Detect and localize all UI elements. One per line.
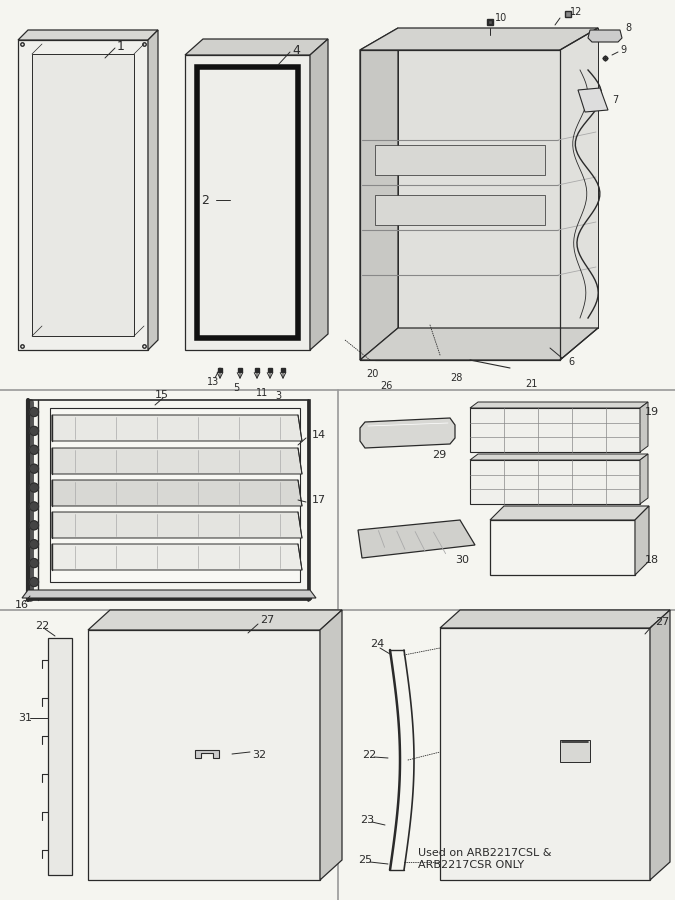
Circle shape [30, 502, 38, 511]
Text: 16: 16 [15, 600, 29, 610]
Polygon shape [470, 402, 648, 408]
Polygon shape [360, 28, 398, 360]
Text: 26: 26 [380, 381, 392, 391]
Text: 15: 15 [155, 390, 169, 400]
Polygon shape [360, 418, 455, 448]
Text: 27: 27 [655, 617, 669, 627]
Polygon shape [578, 88, 608, 112]
Polygon shape [640, 402, 648, 452]
Text: 5: 5 [233, 383, 239, 393]
Text: 13: 13 [207, 377, 219, 387]
Polygon shape [490, 506, 649, 520]
Circle shape [30, 578, 38, 587]
Polygon shape [470, 454, 648, 460]
Text: 21: 21 [525, 379, 537, 389]
Text: 1: 1 [117, 40, 125, 52]
Polygon shape [440, 610, 670, 628]
Polygon shape [52, 415, 302, 441]
Polygon shape [320, 610, 342, 880]
Circle shape [30, 483, 38, 492]
Polygon shape [185, 39, 328, 55]
Text: 22: 22 [362, 750, 376, 760]
Text: Used on ARB2217CSL &
ARB2217CSR ONLY: Used on ARB2217CSL & ARB2217CSR ONLY [418, 848, 551, 869]
Text: 11: 11 [256, 388, 268, 398]
Polygon shape [48, 638, 72, 875]
Text: 24: 24 [370, 639, 384, 649]
Polygon shape [32, 54, 134, 336]
Circle shape [30, 521, 38, 530]
Polygon shape [650, 610, 670, 880]
Polygon shape [22, 590, 316, 598]
Text: 18: 18 [645, 555, 659, 565]
Text: 14: 14 [312, 430, 326, 440]
Polygon shape [185, 55, 310, 350]
Text: 8: 8 [625, 23, 631, 33]
Text: 2: 2 [201, 194, 209, 206]
Text: 12: 12 [570, 7, 583, 17]
Text: 23: 23 [360, 815, 374, 825]
Polygon shape [375, 145, 545, 175]
Text: 22: 22 [35, 621, 49, 631]
Circle shape [30, 464, 38, 473]
Text: 19: 19 [645, 407, 659, 417]
Circle shape [30, 446, 38, 454]
Text: 32: 32 [252, 750, 266, 760]
Circle shape [30, 427, 38, 436]
Polygon shape [375, 195, 545, 225]
Text: 28: 28 [450, 373, 462, 383]
Text: 4: 4 [292, 43, 300, 57]
Polygon shape [52, 480, 302, 506]
Polygon shape [52, 448, 302, 474]
Text: 10: 10 [495, 13, 507, 23]
Polygon shape [440, 628, 650, 880]
Text: 9: 9 [620, 45, 626, 55]
Text: 27: 27 [260, 615, 274, 625]
Text: 20: 20 [366, 369, 379, 379]
Polygon shape [18, 40, 148, 350]
Polygon shape [88, 630, 320, 880]
Text: 6: 6 [568, 357, 574, 367]
Text: 17: 17 [312, 495, 326, 505]
Polygon shape [88, 610, 342, 630]
Text: 31: 31 [18, 713, 32, 723]
Polygon shape [195, 750, 219, 758]
Text: 30: 30 [455, 555, 469, 565]
Polygon shape [310, 39, 328, 350]
Polygon shape [358, 520, 475, 558]
Polygon shape [470, 408, 640, 452]
Circle shape [30, 408, 38, 417]
Polygon shape [640, 454, 648, 504]
Polygon shape [560, 740, 590, 762]
Polygon shape [470, 460, 640, 504]
Polygon shape [588, 30, 622, 42]
Text: 3: 3 [275, 391, 281, 401]
Text: 25: 25 [358, 855, 372, 865]
Polygon shape [52, 544, 302, 570]
Polygon shape [18, 30, 158, 40]
Polygon shape [360, 28, 598, 50]
Circle shape [30, 540, 38, 549]
Polygon shape [52, 512, 302, 538]
Polygon shape [50, 408, 300, 582]
Text: 7: 7 [612, 95, 618, 105]
Polygon shape [398, 28, 598, 328]
Polygon shape [490, 520, 635, 575]
Polygon shape [360, 328, 598, 360]
Polygon shape [148, 30, 158, 350]
Text: 29: 29 [432, 450, 446, 460]
Polygon shape [635, 506, 649, 575]
Circle shape [30, 559, 38, 568]
